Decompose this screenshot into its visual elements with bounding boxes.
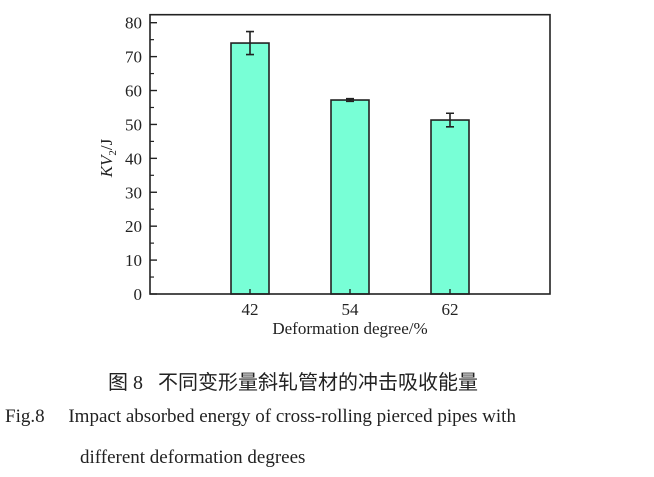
error-bar-54 [346,97,354,103]
plot-frame [149,13,551,295]
y-tick-label: 0 [134,285,143,304]
caption-cn-label: 图 8 [108,372,143,394]
x-tick-label: 54 [342,300,360,319]
caption-en-line1: Fig.8 Impact absorbed energy of cross-ro… [5,406,516,428]
caption-en-text: Impact absorbed energy of cross-rolling … [68,406,516,427]
y-tick-label: 30 [125,183,142,202]
error-bar-42 [246,30,254,56]
caption-en-label: Fig.8 [5,406,45,427]
y-tick-label: 50 [125,115,142,134]
y-axis-label: KV2/J [97,138,119,178]
bar-chart: 42 54 62 0 10 20 30 40 50 60 70 80 Deformation degr… [97,13,551,338]
bar-54 [330,99,370,295]
y-tick-label: 40 [125,149,142,168]
y-tick-label: 60 [125,82,142,101]
error-bar-62 [446,112,454,128]
x-tick-label: 62 [442,300,459,319]
caption-cn-text: 不同变形量斜轧管材的冲击吸收能量 [158,372,478,394]
caption-en-line2: different deformation degrees [80,447,306,468]
bar-62 [430,119,470,295]
y-tick-label: 80 [125,14,142,33]
x-axis-label: Deformation degree/% [272,319,427,338]
caption-cn: 图 8 不同变形量斜轧管材的冲击吸收能量 [108,366,478,395]
bar-42 [230,42,270,295]
x-tick-label: 42 [242,300,259,319]
y-tick-label: 10 [125,251,142,270]
y-tick-label: 20 [125,217,142,236]
y-tick-label: 70 [125,48,142,67]
